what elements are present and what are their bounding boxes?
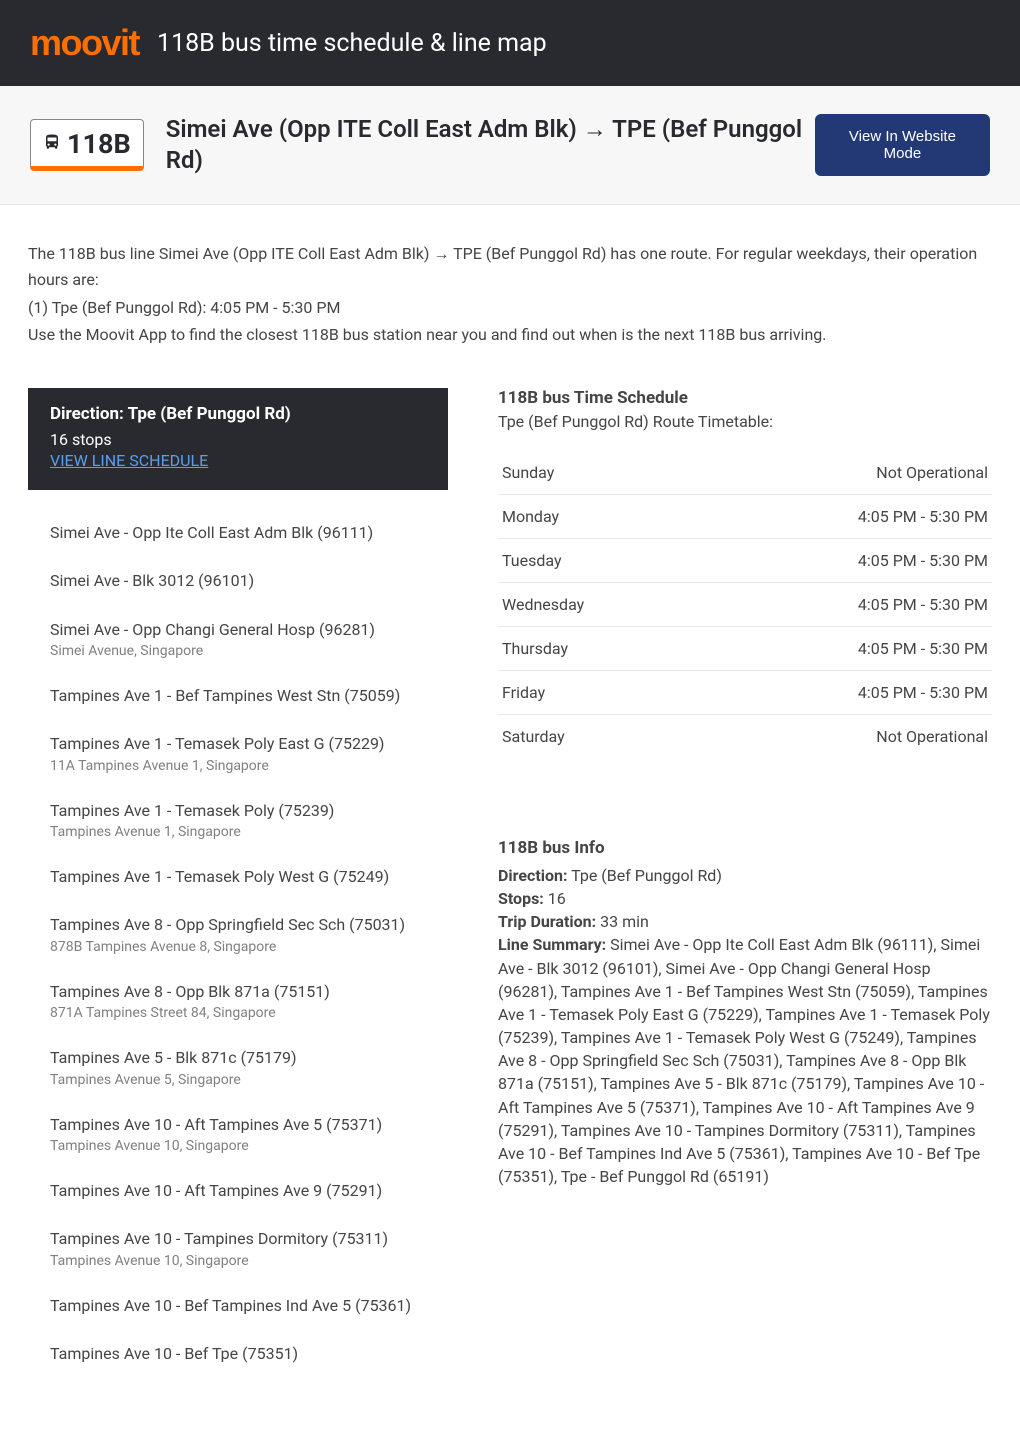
info-duration: Trip Duration: 33 min <box>498 910 992 933</box>
stop-item: Tampines Ave 10 - Tampines Dormitory (75… <box>50 1228 426 1268</box>
stop-item: Simei Ave - Opp Changi General Hosp (962… <box>50 619 426 659</box>
stop-address: 878B Tampines Avenue 8, Singapore <box>50 939 426 955</box>
info-duration-value: 33 min <box>596 912 649 931</box>
header-bar: moovit 118B bus time schedule & line map <box>0 0 1020 86</box>
stop-address: Tampines Avenue 1, Singapore <box>50 824 426 840</box>
route-number: 118B <box>67 128 131 160</box>
schedule-hours: Not Operational <box>876 727 988 746</box>
stop-item: Tampines Ave 10 - Aft Tampines Ave 9 (75… <box>50 1180 426 1202</box>
stop-item: Tampines Ave 1 - Temasek Poly East G (75… <box>50 733 426 773</box>
main-content: Direction: Tpe (Bef Punggol Rd) 16 stops… <box>0 374 1020 1412</box>
stop-address: Tampines Avenue 10, Singapore <box>50 1138 426 1154</box>
stop-item: Tampines Ave 5 - Blk 871c (75179) Tampine… <box>50 1047 426 1087</box>
bus-icon <box>43 133 61 155</box>
schedule-day: Saturday <box>502 727 565 746</box>
info-summary-value: Simei Ave - Opp Ite Coll East Adm Blk (9… <box>498 935 990 1186</box>
stop-name: Tampines Ave 1 - Temasek Poly West G (75… <box>50 866 426 888</box>
schedule-day: Wednesday <box>502 595 584 614</box>
stop-item: Tampines Ave 1 - Temasek Poly (75239) Tam… <box>50 800 426 840</box>
schedule-row: Thursday 4:05 PM - 5:30 PM <box>498 627 992 671</box>
stop-address: Tampines Avenue 5, Singapore <box>50 1072 426 1088</box>
stop-item: Tampines Ave 8 - Opp Springfield Sec Sch… <box>50 914 426 954</box>
stop-item: Tampines Ave 10 - Bef Tampines Ind Ave 5… <box>50 1295 426 1317</box>
stop-name: Tampines Ave 1 - Temasek Poly East G (75… <box>50 733 426 755</box>
direction-box: Direction: Tpe (Bef Punggol Rd) 16 stops… <box>28 388 448 490</box>
schedule-hours: Not Operational <box>876 463 988 482</box>
left-column: Direction: Tpe (Bef Punggol Rd) 16 stops… <box>28 388 448 1392</box>
schedule-title: 118B bus Time Schedule <box>498 388 992 408</box>
stop-name: Tampines Ave 10 - Aft Tampines Ave 5 (75… <box>50 1114 426 1136</box>
route-header-left: 118B Simei Ave (Opp ITE Coll East Adm Bl… <box>30 114 815 176</box>
stop-name: Tampines Ave 8 - Opp Springfield Sec Sch… <box>50 914 426 936</box>
info-summary-label: Line Summary: <box>498 935 606 954</box>
schedule-row: Friday 4:05 PM - 5:30 PM <box>498 671 992 715</box>
intro-text: The 118B bus line Simei Ave (Opp ITE Col… <box>0 205 1020 373</box>
info-direction-value: Tpe (Bef Punggol Rd) <box>567 866 721 885</box>
moovit-logo: moovit <box>30 22 139 64</box>
stops-count: 16 stops <box>50 430 426 449</box>
intro-p1: The 118B bus line Simei Ave (Opp ITE Col… <box>28 241 992 292</box>
stops-list: Simei Ave - Opp Ite Coll East Adm Blk (9… <box>28 490 448 1366</box>
schedule-day: Sunday <box>502 463 554 482</box>
stop-name: Simei Ave - Opp Ite Coll East Adm Blk (9… <box>50 522 426 544</box>
stop-item: Tampines Ave 10 - Bef Tpe (75351) <box>50 1343 426 1365</box>
view-schedule-link[interactable]: VIEW LINE SCHEDULE <box>50 451 208 470</box>
stop-item: Tampines Ave 1 - Bef Tampines West Stn (… <box>50 685 426 707</box>
info-direction-label: Direction: <box>498 866 567 885</box>
stop-name: Tampines Ave 10 - Tampines Dormitory (75… <box>50 1228 426 1250</box>
stop-name: Tampines Ave 10 - Bef Tpe (75351) <box>50 1343 426 1365</box>
schedule-day: Thursday <box>502 639 568 658</box>
right-column: 118B bus Time Schedule Tpe (Bef Punggol … <box>498 388 992 1392</box>
bus-info-section: 118B bus Info Direction: Tpe (Bef Punggo… <box>498 838 992 1189</box>
schedule-hours: 4:05 PM - 5:30 PM <box>858 507 988 526</box>
stop-address: Tampines Avenue 10, Singapore <box>50 1253 426 1269</box>
stop-name: Tampines Ave 1 - Bef Tampines West Stn (… <box>50 685 426 707</box>
schedule-hours: 4:05 PM - 5:30 PM <box>858 595 988 614</box>
stop-name: Tampines Ave 10 - Bef Tampines Ind Ave 5… <box>50 1295 426 1317</box>
schedule-subtitle: Tpe (Bef Punggol Rd) Route Timetable: <box>498 412 992 431</box>
route-badge: 118B <box>30 119 144 171</box>
stop-address: 11A Tampines Avenue 1, Singapore <box>50 758 426 774</box>
schedule-row: Wednesday 4:05 PM - 5:30 PM <box>498 583 992 627</box>
intro-p3: Use the Moovit App to find the closest 1… <box>28 322 992 348</box>
schedule-day: Friday <box>502 683 545 702</box>
schedule-row: Sunday Not Operational <box>498 451 992 495</box>
intro-p2: (1) Tpe (Bef Punggol Rd): 4:05 PM - 5:30… <box>28 295 992 321</box>
info-stops: Stops: 16 <box>498 887 992 910</box>
stop-item: Tampines Ave 1 - Temasek Poly West G (75… <box>50 866 426 888</box>
schedule-day: Monday <box>502 507 559 526</box>
schedule-hours: 4:05 PM - 5:30 PM <box>858 551 988 570</box>
stop-item: Simei Ave - Blk 3012 (96101) <box>50 570 426 592</box>
schedule-table: Sunday Not Operational Monday 4:05 PM - 5:3… <box>498 451 992 758</box>
schedule-hours: 4:05 PM - 5:30 PM <box>858 639 988 658</box>
schedule-hours: 4:05 PM - 5:30 PM <box>858 683 988 702</box>
schedule-row: Tuesday 4:05 PM - 5:30 PM <box>498 539 992 583</box>
stop-name: Simei Ave - Opp Changi General Hosp (962… <box>50 619 426 641</box>
stop-name: Tampines Ave 8 - Opp Blk 871a (75151) <box>50 981 426 1003</box>
info-title: 118B bus Info <box>498 838 992 858</box>
direction-title: Direction: Tpe (Bef Punggol Rd) <box>50 404 426 424</box>
stop-address: Simei Avenue, Singapore <box>50 643 426 659</box>
schedule-row: Saturday Not Operational <box>498 715 992 758</box>
info-direction: Direction: Tpe (Bef Punggol Rd) <box>498 864 992 887</box>
stop-item: Tampines Ave 10 - Aft Tampines Ave 5 (75… <box>50 1114 426 1154</box>
schedule-row: Monday 4:05 PM - 5:30 PM <box>498 495 992 539</box>
stop-name: Tampines Ave 5 - Blk 871c (75179) <box>50 1047 426 1069</box>
view-website-button[interactable]: View In Website Mode <box>815 114 990 176</box>
info-summary: Line Summary: Simei Ave - Opp Ite Coll E… <box>498 933 992 1188</box>
stop-name: Tampines Ave 1 - Temasek Poly (75239) <box>50 800 426 822</box>
info-stops-value: 16 <box>544 889 566 908</box>
stop-item: Tampines Ave 8 - Opp Blk 871a (75151) 871… <box>50 981 426 1021</box>
header-title: 118B bus time schedule & line map <box>157 29 547 58</box>
stop-item: Simei Ave - Opp Ite Coll East Adm Blk (9… <box>50 522 426 544</box>
route-header: 118B Simei Ave (Opp ITE Coll East Adm Bl… <box>0 86 1020 205</box>
stop-name: Tampines Ave 10 - Aft Tampines Ave 9 (75… <box>50 1180 426 1202</box>
stop-address: 871A Tampines Street 84, Singapore <box>50 1005 426 1021</box>
route-title: Simei Ave (Opp ITE Coll East Adm Blk) → … <box>166 114 815 176</box>
info-duration-label: Trip Duration: <box>498 912 596 931</box>
schedule-day: Tuesday <box>502 551 562 570</box>
stop-name: Simei Ave - Blk 3012 (96101) <box>50 570 426 592</box>
info-stops-label: Stops: <box>498 889 544 908</box>
